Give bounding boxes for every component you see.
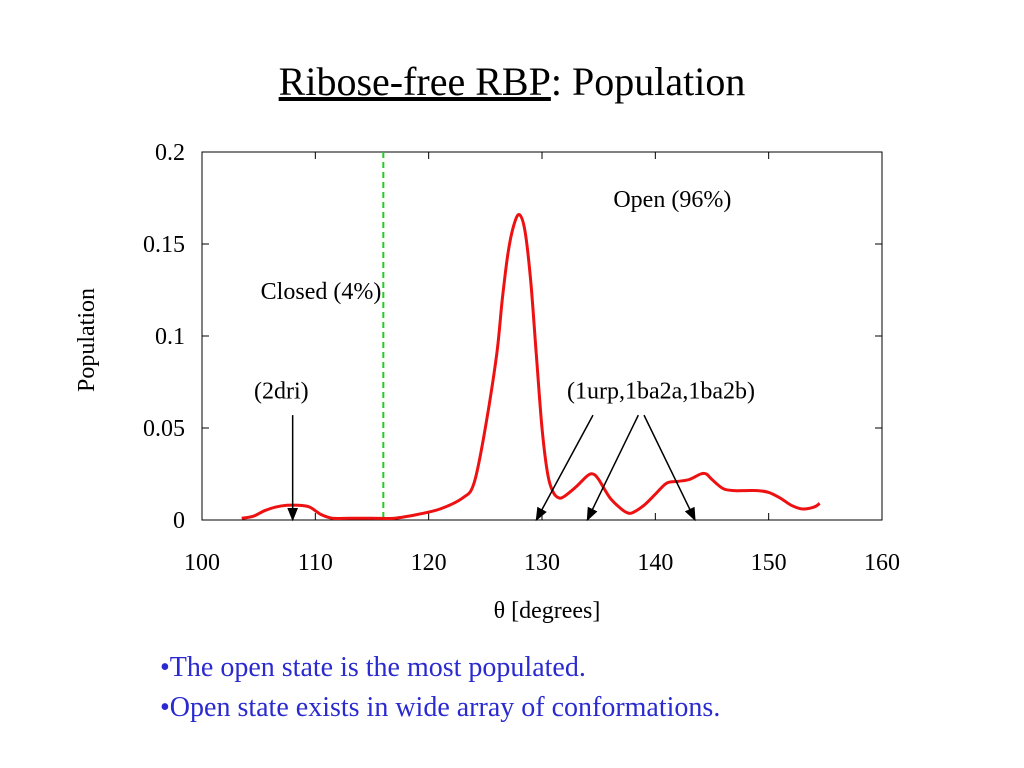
x-tick-label: 120 bbox=[411, 550, 447, 576]
population-curve bbox=[241, 213, 821, 520]
x-tick-label: 100 bbox=[184, 550, 220, 576]
slide-title: Ribose-free RBP: Population bbox=[0, 58, 1024, 105]
y-tick-label: 0.1 bbox=[155, 324, 185, 350]
x-axis-label: θ [degrees] bbox=[494, 598, 601, 624]
bullet-item: •Open state exists in wide array of conf… bbox=[160, 692, 721, 723]
bullet-item: •The open state is the most populated. bbox=[160, 652, 586, 683]
structures-open-annotation: (1urp,1ba2a,1ba2b) bbox=[567, 379, 755, 405]
plot-frame bbox=[201, 151, 883, 521]
slide-title-underlined: Ribose-free RBP bbox=[278, 59, 551, 104]
open-state-annotation: Open (96%) bbox=[613, 187, 731, 213]
slide-title-rest: : Population bbox=[550, 59, 746, 104]
x-tick-label: 140 bbox=[637, 550, 673, 576]
x-tick-label: 160 bbox=[864, 550, 900, 576]
x-tick-label: 130 bbox=[524, 550, 560, 576]
closed-state-annotation: Closed (4%) bbox=[261, 279, 382, 305]
x-tick-label: 110 bbox=[298, 550, 333, 576]
annotation-arrow bbox=[643, 414, 696, 522]
y-tick-label: 0.15 bbox=[143, 232, 185, 258]
x-tick-label: 150 bbox=[751, 550, 787, 576]
bullet-list: •The open state is the most populated. •… bbox=[160, 648, 980, 728]
y-tick-label: 0 bbox=[173, 508, 185, 534]
y-tick-label: 0.05 bbox=[143, 416, 185, 442]
annotation-arrow bbox=[586, 414, 640, 522]
y-axis-label: Population bbox=[74, 288, 100, 392]
y-tick-label: 0.2 bbox=[155, 140, 185, 166]
annotation-arrow bbox=[535, 414, 594, 522]
structure-2dri-annotation: (2dri) bbox=[254, 379, 309, 405]
